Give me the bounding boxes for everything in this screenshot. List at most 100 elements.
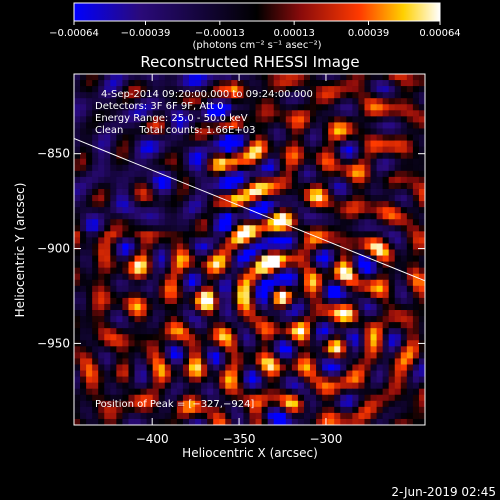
heatmap-cell xyxy=(195,316,202,323)
heatmap-cell xyxy=(328,388,335,396)
heatmap-cell xyxy=(310,370,317,377)
heatmap-cell xyxy=(400,74,408,81)
heatmap-cell xyxy=(225,134,232,141)
heatmap-cell xyxy=(400,122,408,129)
heatmap-cell xyxy=(340,164,347,172)
heatmap-cell xyxy=(328,340,335,347)
heatmap-cell xyxy=(388,412,396,420)
heatmap-cell xyxy=(182,412,190,420)
heatmap-cell xyxy=(182,195,190,202)
heatmap-cell xyxy=(303,207,311,214)
heatmap-cell xyxy=(376,285,384,293)
heatmap-cell xyxy=(261,122,269,129)
heatmap-cell xyxy=(170,98,178,105)
heatmap-cell xyxy=(122,207,129,214)
heatmap-cell xyxy=(352,219,359,226)
heatmap-cell xyxy=(74,176,81,184)
heatmap-cell xyxy=(406,140,414,148)
heatmap-cell xyxy=(92,322,99,329)
heatmap-cell xyxy=(188,261,196,269)
heatmap-cell xyxy=(188,74,196,81)
heatmap-cell xyxy=(249,213,256,220)
heatmap-cell xyxy=(249,225,256,232)
heatmap-cell xyxy=(273,297,281,305)
heatmap-cell xyxy=(122,152,129,160)
heatmap-cell xyxy=(340,225,347,232)
heatmap-cell xyxy=(400,346,408,353)
heatmap-cell xyxy=(346,394,353,402)
heatmap-cell xyxy=(219,267,226,275)
heatmap-cell xyxy=(376,267,384,275)
heatmap-cell xyxy=(340,110,347,117)
heatmap-cell xyxy=(152,98,160,105)
heatmap-cell xyxy=(213,352,220,359)
heatmap-cell xyxy=(273,152,281,160)
heatmap-cell xyxy=(195,322,202,329)
heatmap-cell xyxy=(267,182,275,190)
heatmap-cell xyxy=(213,382,220,390)
heatmap-cell xyxy=(110,207,117,214)
heatmap-cell xyxy=(297,346,305,353)
heatmap-cell xyxy=(376,110,384,117)
heatmap-cell xyxy=(255,261,262,269)
heatmap-cell xyxy=(370,376,377,384)
heatmap-cell xyxy=(358,116,365,123)
heatmap-cell xyxy=(201,225,208,232)
heatmap-cell xyxy=(303,80,311,87)
heatmap-cell xyxy=(376,412,384,420)
y-tick-label: −900 xyxy=(37,242,70,256)
heatmap-cell xyxy=(74,116,81,123)
heatmap-cell xyxy=(243,273,250,281)
heatmap-cell xyxy=(261,376,269,384)
heatmap-cell xyxy=(140,134,148,141)
heatmap-cell xyxy=(310,279,317,287)
heatmap-cell xyxy=(104,382,111,390)
heatmap-cell xyxy=(261,80,269,87)
heatmap-cell xyxy=(146,334,154,341)
heatmap-cell xyxy=(164,86,172,93)
heatmap-cell xyxy=(303,219,311,226)
heatmap-cell xyxy=(291,140,299,148)
heatmap-cell xyxy=(188,195,196,202)
heatmap-cell xyxy=(412,291,420,299)
heatmap-cell xyxy=(370,164,377,172)
heatmap-cell xyxy=(92,279,99,287)
heatmap-cell xyxy=(340,291,347,299)
heatmap-cell xyxy=(188,370,196,377)
heatmap-cell xyxy=(364,418,371,425)
heatmap-cell xyxy=(412,110,420,117)
heatmap-cell xyxy=(158,352,166,359)
heatmap-cell xyxy=(297,158,305,166)
heatmap-cell xyxy=(225,158,232,166)
heatmap-cell xyxy=(170,92,178,99)
heatmap-cell xyxy=(279,86,287,93)
heatmap-cell xyxy=(322,322,329,329)
heatmap-cell xyxy=(122,225,129,232)
heatmap-cell xyxy=(170,340,178,347)
heatmap-cell xyxy=(352,273,359,281)
plot-timestamp: 2-Jun-2019 02:45 xyxy=(391,485,496,499)
heatmap-cell xyxy=(122,134,129,141)
heatmap-cell xyxy=(352,146,359,154)
heatmap-cell xyxy=(255,370,262,377)
heatmap-cell xyxy=(388,243,396,250)
heatmap-cell xyxy=(176,110,184,117)
annotation-energy-range: Energy Range: 25.0 - 50.0 keV xyxy=(95,113,248,124)
heatmap-cell xyxy=(231,303,238,311)
heatmap-cell xyxy=(146,188,154,196)
heatmap-cell xyxy=(412,297,420,305)
heatmap-cell xyxy=(358,346,365,353)
heatmap-cell xyxy=(128,382,135,390)
heatmap-cell xyxy=(291,188,299,196)
heatmap-cell xyxy=(158,346,166,353)
heatmap-cell xyxy=(358,104,365,111)
heatmap-cell xyxy=(279,346,287,353)
heatmap-cell xyxy=(92,86,99,93)
heatmap-cell xyxy=(273,249,281,256)
heatmap-cell xyxy=(394,207,402,214)
heatmap-cell xyxy=(207,188,214,196)
heatmap-cell xyxy=(370,364,377,371)
heatmap-cell xyxy=(291,418,299,425)
heatmap-cell xyxy=(92,376,99,384)
heatmap-cell xyxy=(412,328,420,335)
